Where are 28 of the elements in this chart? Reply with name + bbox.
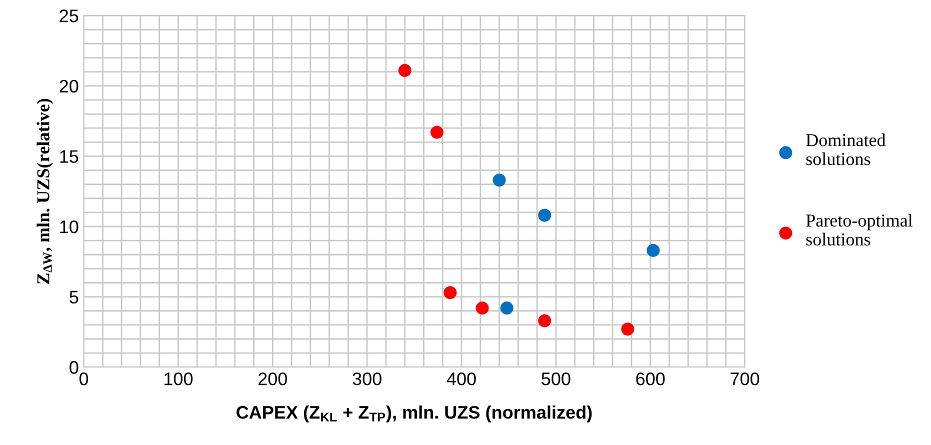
y-tick-label: 0 (70, 361, 78, 374)
point (538, 314, 552, 328)
legend-label: Pareto-optimal solutions (806, 214, 913, 246)
y-tick-label: 10 (60, 220, 78, 234)
legend-label: Dominated solutions (806, 134, 886, 166)
point (398, 64, 412, 77)
y-axis-title: Z$_{ΔW}$, mln. UZS(relative) (36, 98, 54, 284)
point (492, 174, 506, 187)
y-tick-label: 20 (60, 80, 78, 93)
y-tick-label: 25 (60, 10, 78, 22)
y-tick-label: 15 (60, 150, 78, 163)
x-tick-label: 500 (542, 372, 570, 386)
point (621, 322, 634, 336)
x-tick-label: 400 (446, 372, 476, 386)
x-tick-label: 700 (730, 372, 760, 386)
point (430, 126, 444, 139)
point (500, 302, 514, 315)
x-tick-label: 300 (352, 372, 382, 386)
point (538, 208, 552, 222)
point (646, 244, 660, 257)
point (476, 302, 489, 315)
x-tick-label: 100 (164, 372, 193, 386)
x-tick-label: 600 (636, 372, 665, 386)
point (444, 286, 457, 300)
x-tick-label: 200 (258, 372, 288, 386)
x-tick-label: 0 (79, 372, 88, 386)
y-tick-label: 5 (70, 290, 78, 304)
x-axis-title: CAPEX (Z$_{KL}$ + Z$_{TP}$), mln. UZS (normalized) (236, 405, 592, 422)
